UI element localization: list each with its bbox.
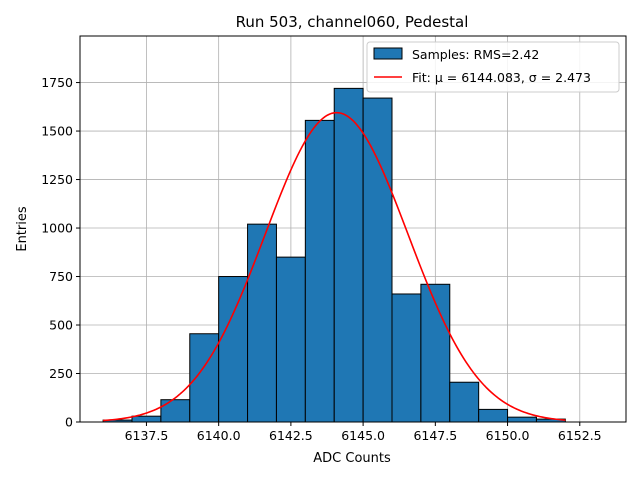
histogram-bar <box>362 97 393 423</box>
x-tick-label: 6150.0 <box>486 428 530 443</box>
chart-title: Run 503, channel060, Pedestal <box>236 13 469 31</box>
legend-label-fit: Fit: μ = 6144.083, σ = 2.473 <box>412 70 591 85</box>
y-tick-label: 1750 <box>41 75 73 90</box>
y-tick-label: 1500 <box>41 124 73 139</box>
y-axis-ticks: 0 250 500 750 1000 1250 1500 1750 <box>41 75 80 430</box>
legend: Samples: RMS=2.42 Fit: μ = 6144.083, σ =… <box>366 41 620 93</box>
histogram-bar <box>189 333 220 423</box>
y-tick-label: 500 <box>49 318 73 333</box>
histogram-bar <box>449 381 480 423</box>
y-tick-label: 0 <box>65 415 73 430</box>
x-tick-label: 6140.0 <box>197 428 241 443</box>
x-axis-ticks: 6137.5 6140.0 6142.5 6145.0 6147.5 6150.0 6152… <box>125 422 602 443</box>
histogram-bar <box>420 283 451 423</box>
y-axis-label: Entries <box>15 206 30 252</box>
y-tick-label: 250 <box>49 366 73 381</box>
histogram-bar <box>247 223 277 423</box>
y-tick-label: 1000 <box>41 221 73 236</box>
x-axis-label: ADC Counts <box>313 451 391 466</box>
histogram-bar <box>131 415 162 423</box>
x-tick-label: 6142.5 <box>269 428 313 443</box>
x-tick-label: 6147.5 <box>413 428 457 443</box>
legend-label-samples: Samples: RMS=2.42 <box>412 47 539 62</box>
histogram-bars <box>102 87 566 423</box>
y-tick-label: 1250 <box>41 172 73 187</box>
histogram-bar <box>160 399 191 423</box>
histogram-bar <box>507 416 537 423</box>
histogram-bar <box>391 293 422 423</box>
histogram-bar <box>333 87 364 423</box>
x-tick-label: 6145.0 <box>341 428 385 443</box>
histogram-bar <box>304 119 335 423</box>
legend-swatch-samples <box>373 47 403 60</box>
y-tick-label: 750 <box>49 269 73 284</box>
x-tick-label: 6152.5 <box>558 428 602 443</box>
legend-box <box>366 41 620 93</box>
fit-curve-layer <box>103 111 566 422</box>
histogram-bar <box>478 408 509 423</box>
histogram-bar <box>275 256 306 423</box>
plot-frame <box>79 35 627 423</box>
x-tick-label: 6137.5 <box>125 428 169 443</box>
fit-curve <box>103 111 566 422</box>
histogram-bar <box>218 276 249 423</box>
